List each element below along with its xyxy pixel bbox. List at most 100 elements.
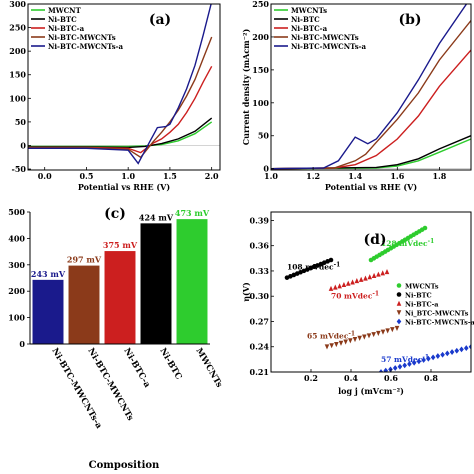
x-tick-label: 1.2 xyxy=(306,171,320,181)
data-point xyxy=(334,341,339,348)
bar-1 xyxy=(68,265,100,344)
data-point xyxy=(380,329,386,335)
bar-3 xyxy=(140,223,172,344)
data-point xyxy=(371,272,377,278)
slope-value: 108 mVdec xyxy=(287,263,334,272)
y-tick-label: 0.27 xyxy=(250,316,269,326)
legend-marker xyxy=(396,300,402,306)
data-point xyxy=(402,362,407,369)
slope-label: 65 mVdec-1 xyxy=(307,331,355,341)
bar-4 xyxy=(176,219,208,344)
data-point xyxy=(384,268,390,275)
y-tick-label: 0.39 xyxy=(250,215,270,225)
data-point xyxy=(371,332,376,338)
data-point xyxy=(445,350,450,357)
y-tick-label: -50 xyxy=(12,164,27,174)
plot-frame xyxy=(27,3,221,171)
y-tick-label: 50 xyxy=(15,117,27,127)
legend-entry: MWCNTs xyxy=(291,6,327,15)
bar-data-label: 243 mV xyxy=(31,269,66,279)
legend-entry: Ni_BTC-MWCNTs xyxy=(405,310,469,318)
legend-entry: Ni-BTC xyxy=(405,292,432,300)
y-tick-label: 50 xyxy=(258,131,270,141)
y-tick-label: 0 xyxy=(263,164,269,174)
data-point xyxy=(354,278,360,284)
y-tick-label: 0.21 xyxy=(250,367,269,377)
series-line-b-3 xyxy=(271,20,471,170)
slope-exponent: -1 xyxy=(428,238,435,245)
series-3 xyxy=(324,325,400,350)
data-point xyxy=(343,339,348,345)
y-tick-label: 0.36 xyxy=(250,241,270,251)
y-tick-label: 150 xyxy=(252,65,269,75)
x-tick-label: 1.0 xyxy=(121,171,135,181)
data-point xyxy=(341,281,347,288)
x-tick-label: 0.4 xyxy=(344,373,358,383)
data-point xyxy=(345,280,351,286)
data-point xyxy=(454,347,460,354)
data-point xyxy=(449,349,455,355)
bar-data-label: 297 mV xyxy=(67,255,102,265)
x-category-label: Ni-BTC xyxy=(157,347,183,382)
y-axis-label: η(V) xyxy=(241,282,251,302)
data-point xyxy=(328,257,334,263)
data-point xyxy=(333,284,338,290)
legend-entry: Ni-BTC-MWCNTs xyxy=(48,33,116,42)
series-line-a-3 xyxy=(28,36,213,159)
plot-frame xyxy=(270,3,472,171)
data-point xyxy=(435,353,441,359)
x-tick-label: 1.4 xyxy=(348,171,362,181)
series-line-b-4 xyxy=(271,4,468,170)
y-tick-label: 150 xyxy=(9,70,26,80)
series-0 xyxy=(368,225,428,263)
slope-label: 57 mVdec-1 xyxy=(381,354,429,364)
data-point xyxy=(357,335,362,341)
x-tick-label: 1.6 xyxy=(390,171,404,181)
legend-entry: Ni-BTC-MWCNTs-a xyxy=(405,319,474,327)
y-tick-label: 200 xyxy=(252,32,269,42)
x-tick-label: 1.8 xyxy=(432,171,446,181)
y-tick-label: 0 xyxy=(19,339,25,349)
x-tick-label: 0.5 xyxy=(79,171,93,181)
data-point xyxy=(385,328,390,334)
x-axis-label: Potential vs RHE (V) xyxy=(325,182,418,192)
data-point xyxy=(350,279,355,285)
data-point xyxy=(348,338,353,344)
x-axis-label: Composition xyxy=(89,460,160,471)
slope-exponent: -1 xyxy=(334,262,341,269)
data-point xyxy=(394,325,400,332)
legend-entry: Ni-BTC-MWCNTs-a xyxy=(48,42,124,51)
x-tick-label: 0.8 xyxy=(424,373,438,383)
data-point xyxy=(392,365,398,371)
legend-entry: MWCNT xyxy=(48,6,82,15)
data-point xyxy=(362,334,367,340)
slope-value: 65 mVdec xyxy=(307,332,349,341)
x-category-label: Ni-BTC-a xyxy=(121,347,152,390)
y-tick-label: 250 xyxy=(252,0,269,9)
y-tick-label: 300 xyxy=(9,0,26,9)
y-tick-label: 100 xyxy=(9,93,26,103)
legend-entry: Ni-BTC-MWCNTs-a xyxy=(291,42,367,51)
slope-exponent: -1 xyxy=(372,291,379,298)
y-tick-label: 400 xyxy=(8,233,25,243)
legend-entry: Ni-BTC-a xyxy=(405,301,439,309)
panel-a: 0.0 0.5 1.0 1.5 2.0 -50 0 50 100 150 200 250 300 Pote… xyxy=(9,0,221,192)
data-point xyxy=(367,274,373,280)
series-line-a-2 xyxy=(28,65,213,154)
data-point xyxy=(416,358,422,365)
bar-2 xyxy=(104,251,136,344)
y-tick-label: 0 xyxy=(20,140,26,150)
series-4 xyxy=(378,343,471,372)
bar-0 xyxy=(32,279,64,344)
y-tick-label: 200 xyxy=(9,46,26,56)
y-tick-label: 500 xyxy=(8,207,25,217)
series-line-a-0 xyxy=(28,121,213,148)
data-point xyxy=(352,337,358,343)
series-line-a-1 xyxy=(28,117,213,149)
x-tick-label: 2.0 xyxy=(205,171,219,181)
data-point xyxy=(338,340,344,346)
x-axis-label: log j (mVcm⁻²) xyxy=(338,386,404,396)
